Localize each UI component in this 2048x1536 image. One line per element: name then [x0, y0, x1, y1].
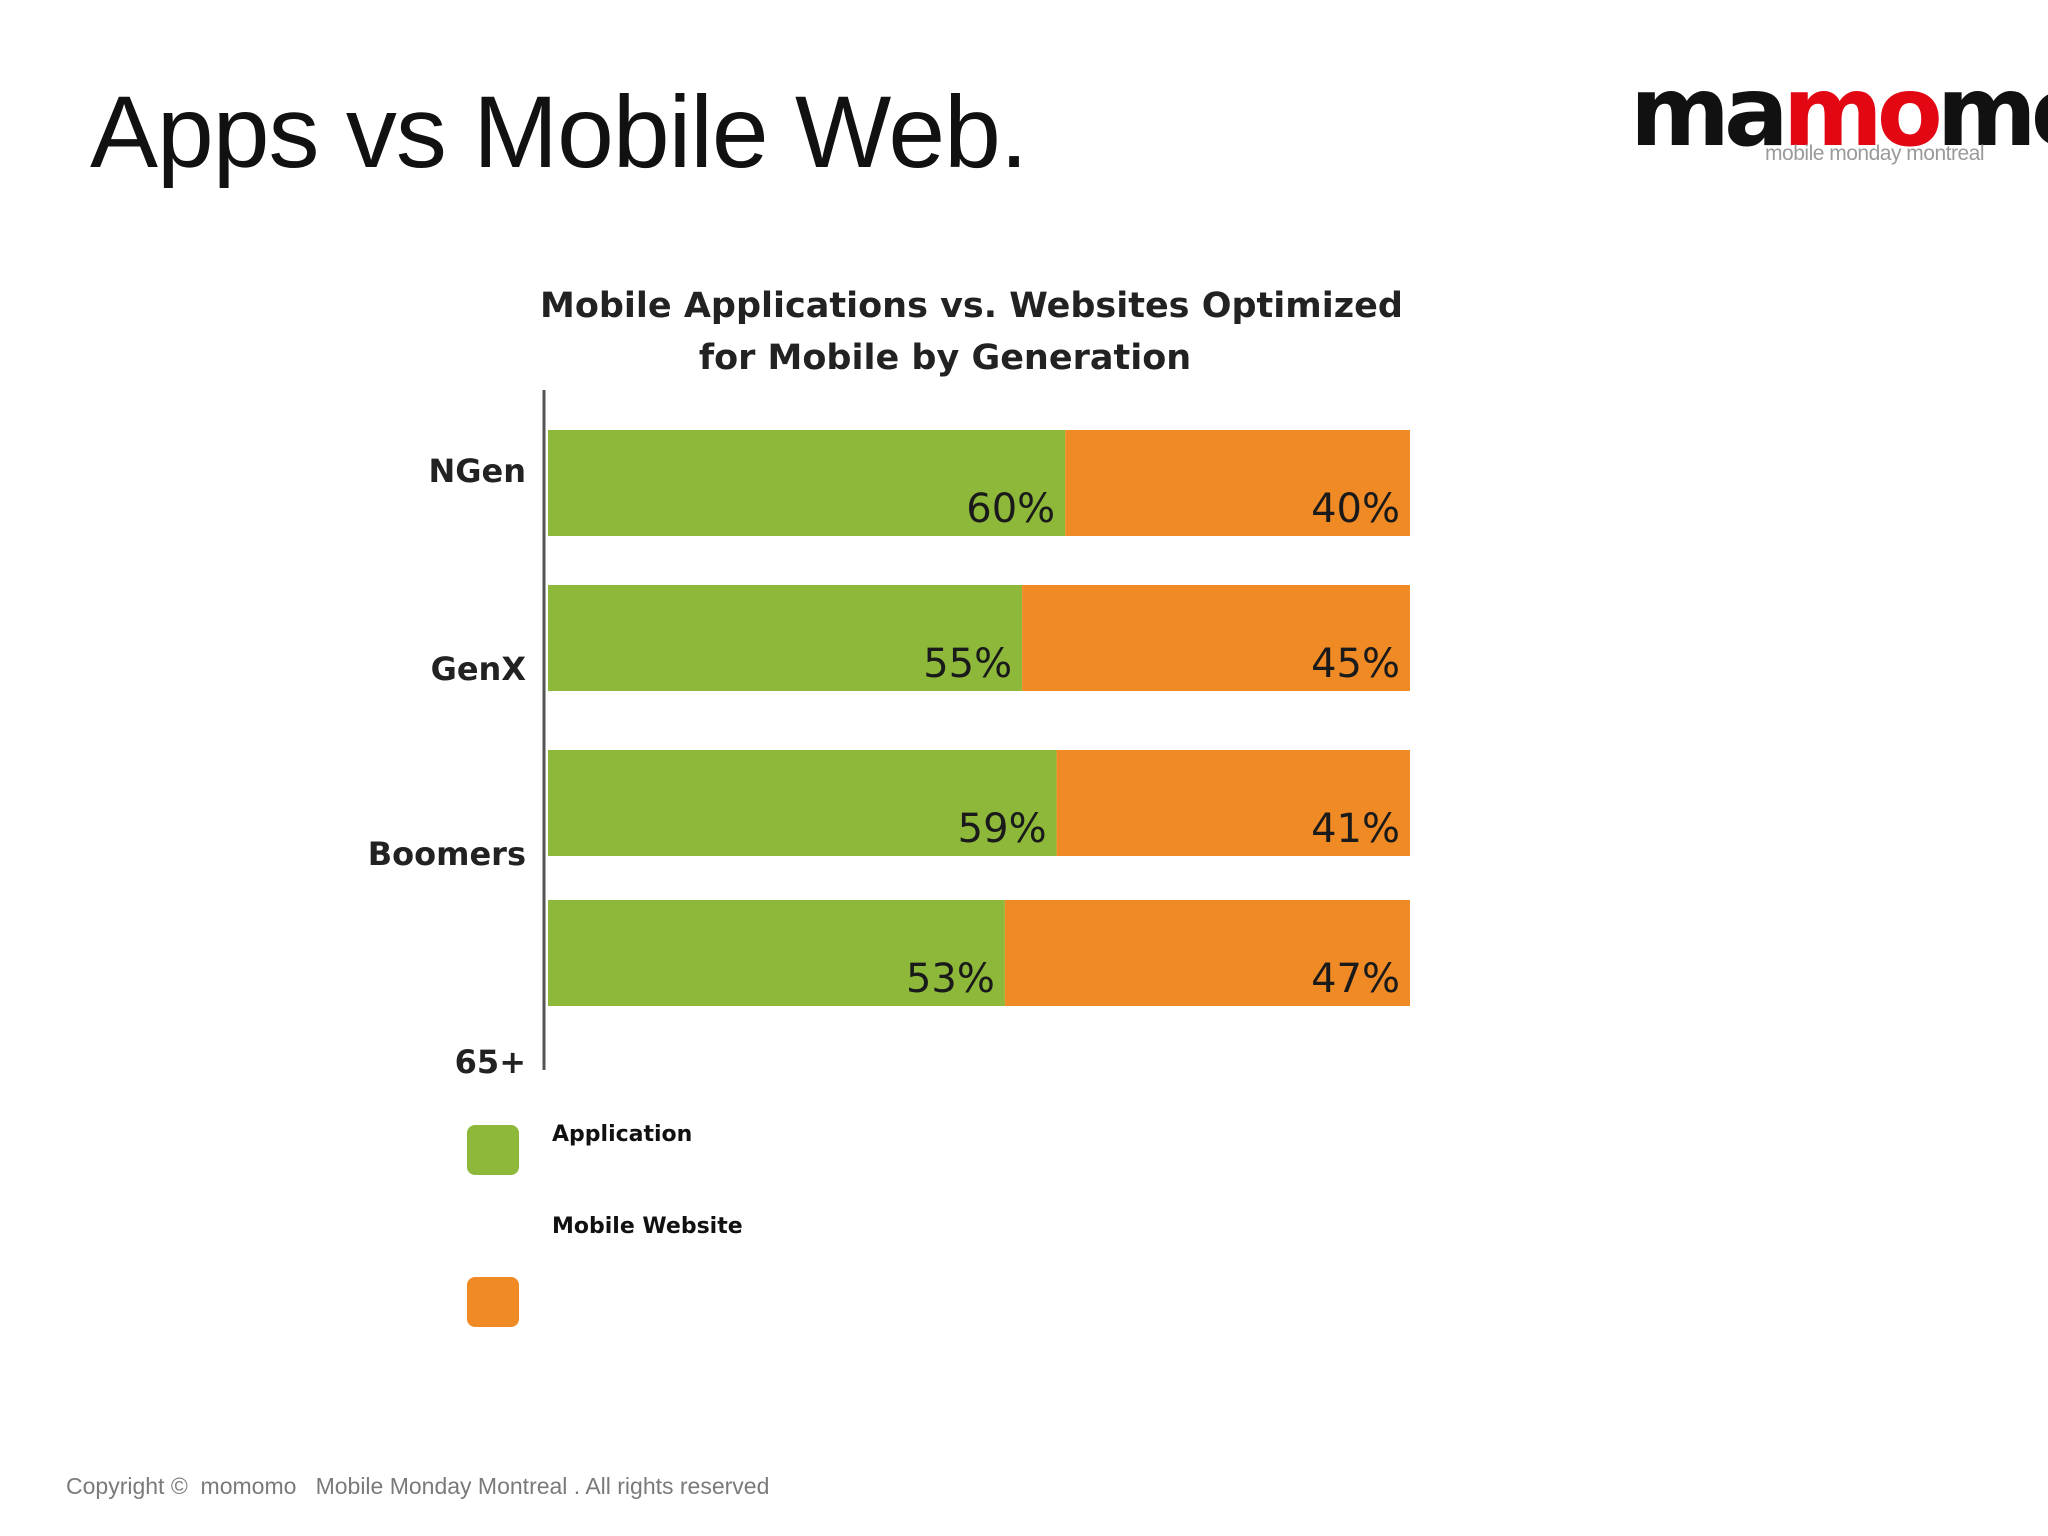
- data-label-boomers-application: 59%: [958, 806, 1047, 852]
- data-label-genx-mobile-website: 45%: [1311, 641, 1400, 687]
- logo-wordmark-part1: ma: [1630, 56, 1789, 168]
- bar-65-application: [548, 900, 1005, 1006]
- category-label-65: 65+: [455, 1043, 526, 1081]
- data-label-65-mobile-website: 47%: [1311, 956, 1400, 1002]
- data-label-ngen-application: 60%: [966, 486, 1055, 532]
- logo-tagline: mobile monday montreal: [1765, 142, 1984, 165]
- data-label-boomers-mobile-website: 41%: [1311, 806, 1400, 852]
- category-label-ngen: NGen: [428, 452, 526, 490]
- logo-wordmark-accent: mo: [1782, 56, 1943, 168]
- bar-ngen-mobile-website: [1065, 430, 1410, 536]
- chart-title-line-1: Mobile Applications vs. Websites Optimiz…: [540, 286, 1403, 326]
- bar-boomers-application: [548, 750, 1057, 856]
- legend-swatch-application: [467, 1125, 519, 1175]
- legend-label-mobile-website: Mobile Website: [552, 1214, 743, 1239]
- legend-label-application: Application: [552, 1122, 693, 1147]
- bar-genx-application: [548, 585, 1023, 691]
- category-label-genx: GenX: [431, 650, 527, 688]
- logo-wordmark: mamomo: [1630, 62, 2048, 162]
- legend-swatch-mobile-website: [467, 1277, 519, 1327]
- logo-wordmark-part2: mo: [1936, 56, 2048, 168]
- bar-ngen-application: [548, 430, 1066, 536]
- slide-title: Apps vs Mobile Web.: [90, 75, 1028, 189]
- momomo-logo: mamomo mobile monday montreal: [1620, 62, 2048, 172]
- copyright-footer: Copyright © momomo Mobile Monday Montrea…: [66, 1473, 770, 1499]
- bar-boomers-mobile-website: [1056, 750, 1410, 856]
- chart-panel: Mobile Applications vs. Websites Optimiz…: [360, 260, 1460, 1360]
- data-label-65-application: 53%: [906, 956, 995, 1002]
- bar-65-mobile-website: [1004, 900, 1410, 1006]
- chart-title-line-2: for Mobile by Generation: [698, 338, 1192, 378]
- bar-genx-mobile-website: [1022, 585, 1410, 691]
- category-label-boomers: Boomers: [368, 835, 526, 873]
- data-label-genx-application: 55%: [923, 641, 1012, 687]
- data-label-ngen-mobile-website: 40%: [1311, 486, 1400, 532]
- chart-plot: 60% 40% NGen 55% 45% GenX 59% 41% Boomers 53% 47% 6…: [368, 390, 1410, 1081]
- chart-title: Mobile Applications vs. Websites Optimiz…: [540, 280, 1403, 384]
